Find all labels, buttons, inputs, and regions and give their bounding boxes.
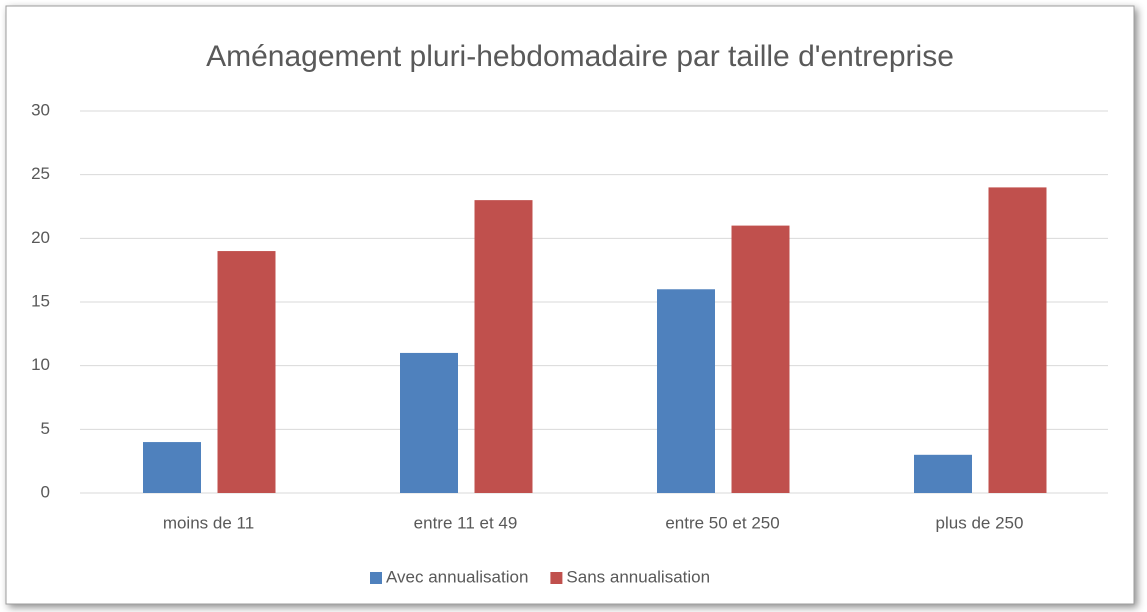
x-tick-label: plus de 250 <box>936 513 1024 532</box>
y-tick-label: 30 <box>31 100 50 119</box>
legend-swatch <box>370 572 382 584</box>
bar <box>400 352 458 493</box>
bar <box>731 225 790 493</box>
chart-title: Aménagement pluri-hebdomadaire par taill… <box>206 40 954 73</box>
y-tick-label: 0 <box>41 482 50 501</box>
legend-label: Sans annualisation <box>566 567 710 586</box>
bar <box>217 251 276 493</box>
y-tick-label: 20 <box>31 228 50 247</box>
y-tick-label: 10 <box>31 355 50 374</box>
x-tick-label: entre 11 et 49 <box>414 513 518 532</box>
bar <box>474 200 533 493</box>
y-tick-label: 25 <box>31 164 50 183</box>
y-tick-label: 15 <box>31 291 50 310</box>
bar <box>914 454 972 493</box>
bar <box>988 187 1047 493</box>
legend-label: Avec annualisation <box>386 567 528 586</box>
y-tick-label: 5 <box>41 419 50 438</box>
legend-swatch <box>550 572 563 584</box>
x-tick-label: entre 50 et 250 <box>665 513 779 532</box>
bar <box>657 289 715 493</box>
bar <box>143 442 201 493</box>
chart-frame <box>5 5 1135 605</box>
x-tick-label: moins de 11 <box>163 513 254 532</box>
